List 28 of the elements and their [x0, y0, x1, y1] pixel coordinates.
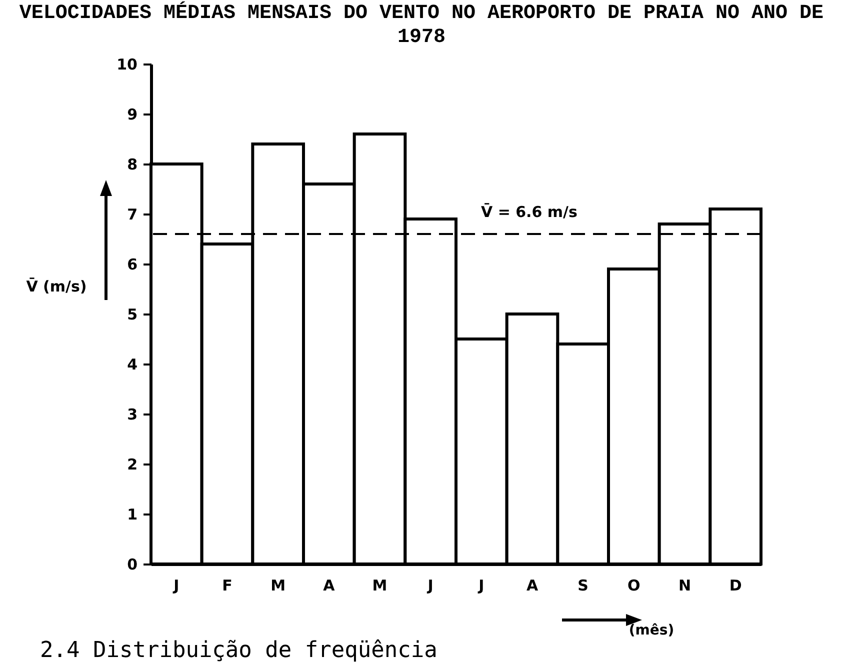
y-tick-label: 2	[127, 456, 138, 474]
y-tick-label: 3	[127, 406, 138, 424]
x-tick-label: S	[578, 576, 588, 594]
y-tick-label: 7	[127, 206, 138, 224]
x-tick-label: O	[628, 576, 640, 594]
y-tick-label: 0	[127, 556, 138, 574]
x-tick-label: J	[172, 576, 180, 594]
text: 2.4 Distribuição de freqüência	[40, 638, 438, 663]
y-tick-label: 4	[127, 356, 138, 374]
y-tick-label: 10	[116, 56, 138, 74]
x-tick-label: D	[729, 576, 742, 594]
ref-line-label: V̄ = 6.6 m/s	[481, 202, 578, 221]
chart-title: VELOCIDADES MÉDIAS MENSAIS DO VENTO NO AEROPORTO DE PRAIA NO ANO DE 1978	[18, 2, 825, 50]
y-tick-label: 5	[127, 306, 138, 324]
x-tick-label: F	[222, 576, 232, 594]
y-axis-title: V̄ (m/s)	[26, 276, 87, 296]
y-tick-label: 6	[127, 256, 138, 274]
x-tick-label: J	[426, 576, 434, 594]
x-tick-label: M	[372, 576, 388, 594]
x-tick-label: J	[478, 576, 484, 594]
y-tick-label: 1	[127, 506, 138, 524]
y-tick-label: 9	[127, 106, 138, 124]
x-tick-label: A	[323, 576, 336, 594]
y-tick-label: 8	[127, 156, 138, 174]
x-axis-title: (mês)	[628, 622, 674, 638]
x-tick-label: N	[678, 576, 692, 594]
x-tick-label: A	[526, 576, 538, 594]
x-tick-label: M	[270, 576, 286, 594]
